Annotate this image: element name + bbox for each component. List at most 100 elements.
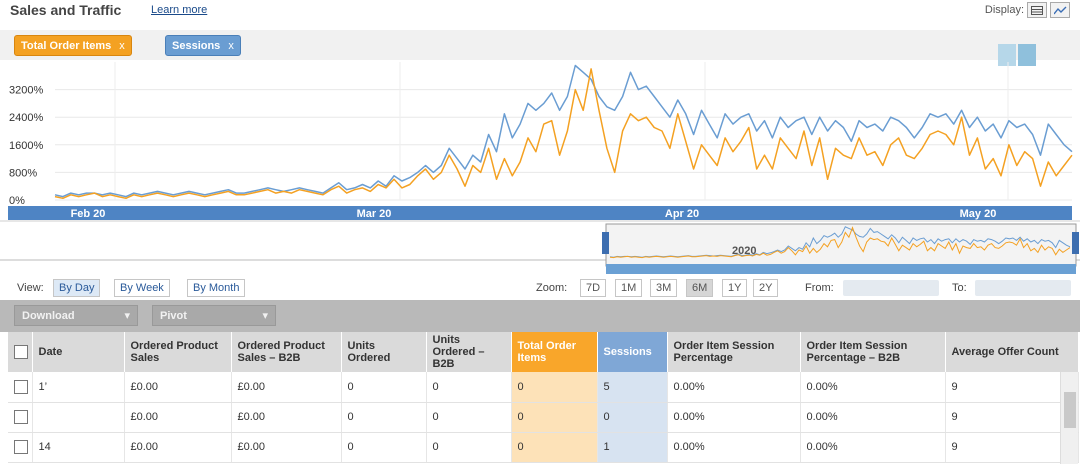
navigator-year-label: 2020 [732,245,756,257]
view-by-week-button[interactable]: By Week [114,279,170,297]
cell-ordered-product-sales: £0.00 [124,402,232,433]
zoom-1y-button[interactable]: 1Y [722,279,748,297]
cell-total-order-items: 0 [511,372,598,403]
col-order-item-session-percentage[interactable]: Order Item Session Percentage [667,332,801,372]
y-tick-label: 0% [9,195,25,207]
navigator-right-handle [1072,232,1079,254]
navigator-left-handle [602,232,609,254]
col-sessions[interactable]: Sessions [597,332,668,372]
zoom-1m-button[interactable]: 1M [615,279,643,297]
cell-ordered-product-sales: £0.00 [124,372,232,403]
legend-label: Total Order Items [21,39,112,52]
navigator-series-total-order-items [609,226,1071,259]
view-toolbar: View: By Day By Week By Month Zoom: 7D 1… [0,278,1080,300]
cell-sessions: 1 [597,432,668,463]
x-tick-label: Mar 20 [357,208,392,220]
cell-average-offer-count: 9 [945,432,1079,463]
to-date-input[interactable] [975,280,1071,296]
cell-units-ordered: 0 [341,432,427,463]
table-scrollbar[interactable] [1060,372,1078,464]
table-row: 1’ £0.00 £0.00 0 0 0 5 0.00% 0.00% 9 [8,372,1079,403]
y-tick-label: 3200% [9,85,43,97]
download-label: Download [22,309,75,322]
actions-bar: Download ▾ Pivot ▾ [0,300,1080,332]
legend-close-icon[interactable]: x [228,39,234,52]
col-order-item-session-percentage-b2b[interactable]: Order Item Session Percentage – B2B [800,332,946,372]
cell-units-ordered: 0 [341,372,427,403]
cell-order-item-session-percentage: 0.00% [667,372,801,403]
cell-date: 1’ [32,372,125,403]
display-switcher: Display: [985,2,1070,18]
cell-ordered-product-sales: £0.00 [124,432,232,463]
legend-label: Sessions [172,39,221,52]
table-scrollbar-thumb[interactable] [1064,392,1076,428]
view-by-day-button[interactable]: By Day [53,279,101,297]
cell-units-ordered-b2b: 0 [426,432,512,463]
col-total-order-items[interactable]: Total Order Items [511,332,598,372]
row-select-cell[interactable] [8,372,33,403]
navigator-window [605,223,1077,267]
col-average-offer-count[interactable]: Average Offer Count [945,332,1079,372]
navigator-scrollbar [606,264,1076,274]
display-label: Display: [984,4,1024,16]
col-ordered-product-sales-b2b[interactable]: Ordered Product Sales – B2B [231,332,342,372]
cell-date: 14 [32,432,125,463]
zoom-3m-button[interactable]: 3M [650,279,678,297]
x-tick-label: May 20 [960,208,997,220]
zoom-6m-button[interactable]: 6M [686,279,714,297]
from-date-input[interactable] [843,280,939,296]
table-header-row: Date Ordered Product Sales Ordered Produ… [8,332,1079,372]
row-select-cell[interactable] [8,402,33,433]
row-checkbox[interactable] [14,440,28,454]
table-view-icon[interactable] [1027,2,1047,18]
zoom-7d-button[interactable]: 7D [580,279,607,297]
view-label: View: [17,282,44,294]
cell-date [32,402,125,433]
table-row: 14 £0.00 £0.00 0 0 0 1 0.00% 0.00% 9 [8,432,1079,463]
table-row: £0.00 £0.00 0 0 0 0 0.00% 0.00% 9 [8,402,1079,433]
legend-bar: Total Order Items x Sessions x [0,30,1080,66]
y-tick-label: 800% [9,167,37,179]
col-ordered-product-sales[interactable]: Ordered Product Sales [124,332,232,372]
page-title: Sales and Traffic [10,2,122,18]
y-tick-label: 2400% [9,112,43,124]
range-navigator[interactable]: 2020 [0,220,1080,278]
select-all-checkbox[interactable] [14,345,28,359]
color-swatch [998,44,1016,66]
cell-average-offer-count: 9 [945,402,1079,433]
to-label: To: [952,282,967,294]
col-units-ordered-b2b[interactable]: Units Ordered – B2B [426,332,512,372]
cell-average-offer-count: 9 [945,372,1079,403]
row-select-cell[interactable] [8,432,33,463]
cell-sessions: 0 [597,402,668,433]
select-all-cell[interactable] [8,332,33,372]
y-tick-label: 1600% [9,140,43,152]
chevron-down-icon: ▾ [262,310,268,322]
legend-close-icon[interactable]: x [119,39,125,52]
row-checkbox[interactable] [14,379,28,394]
cell-order-item-session-percentage-b2b: 0.00% [800,432,946,463]
legend-sessions[interactable]: Sessions x [165,35,241,56]
cell-units-ordered-b2b: 0 [426,402,512,433]
zoom-2y-button[interactable]: 2Y [753,279,779,297]
row-checkbox[interactable] [14,410,28,424]
zoom-label: Zoom: [536,282,568,294]
col-units-ordered[interactable]: Units Ordered [341,332,427,372]
col-date[interactable]: Date [32,332,125,372]
pivot-dropdown[interactable]: Pivot ▾ [152,305,276,326]
legend-total-order-items[interactable]: Total Order Items x [14,35,132,56]
x-tick-label: Apr 20 [665,208,699,220]
cell-ordered-product-sales-b2b: £0.00 [231,402,342,433]
color-swatch [1018,44,1036,66]
from-label: From: [805,282,834,294]
learn-more-link[interactable]: Learn more [151,4,208,16]
x-axis-band [8,206,1072,220]
cell-ordered-product-sales-b2b: £0.00 [231,372,342,403]
view-by-month-button[interactable]: By Month [187,279,246,297]
series-line-sessions [54,64,1073,198]
series-line-total-order-items [54,68,1073,200]
sales-traffic-chart[interactable]: 3200% 2400% 1600% 800% 0% Feb 20 Mar 20 Apr 20 M… [0,60,1080,220]
cell-order-item-session-percentage-b2b: 0.00% [800,372,946,403]
download-dropdown[interactable]: Download ▾ [14,305,138,326]
chart-view-icon[interactable] [1050,2,1070,18]
